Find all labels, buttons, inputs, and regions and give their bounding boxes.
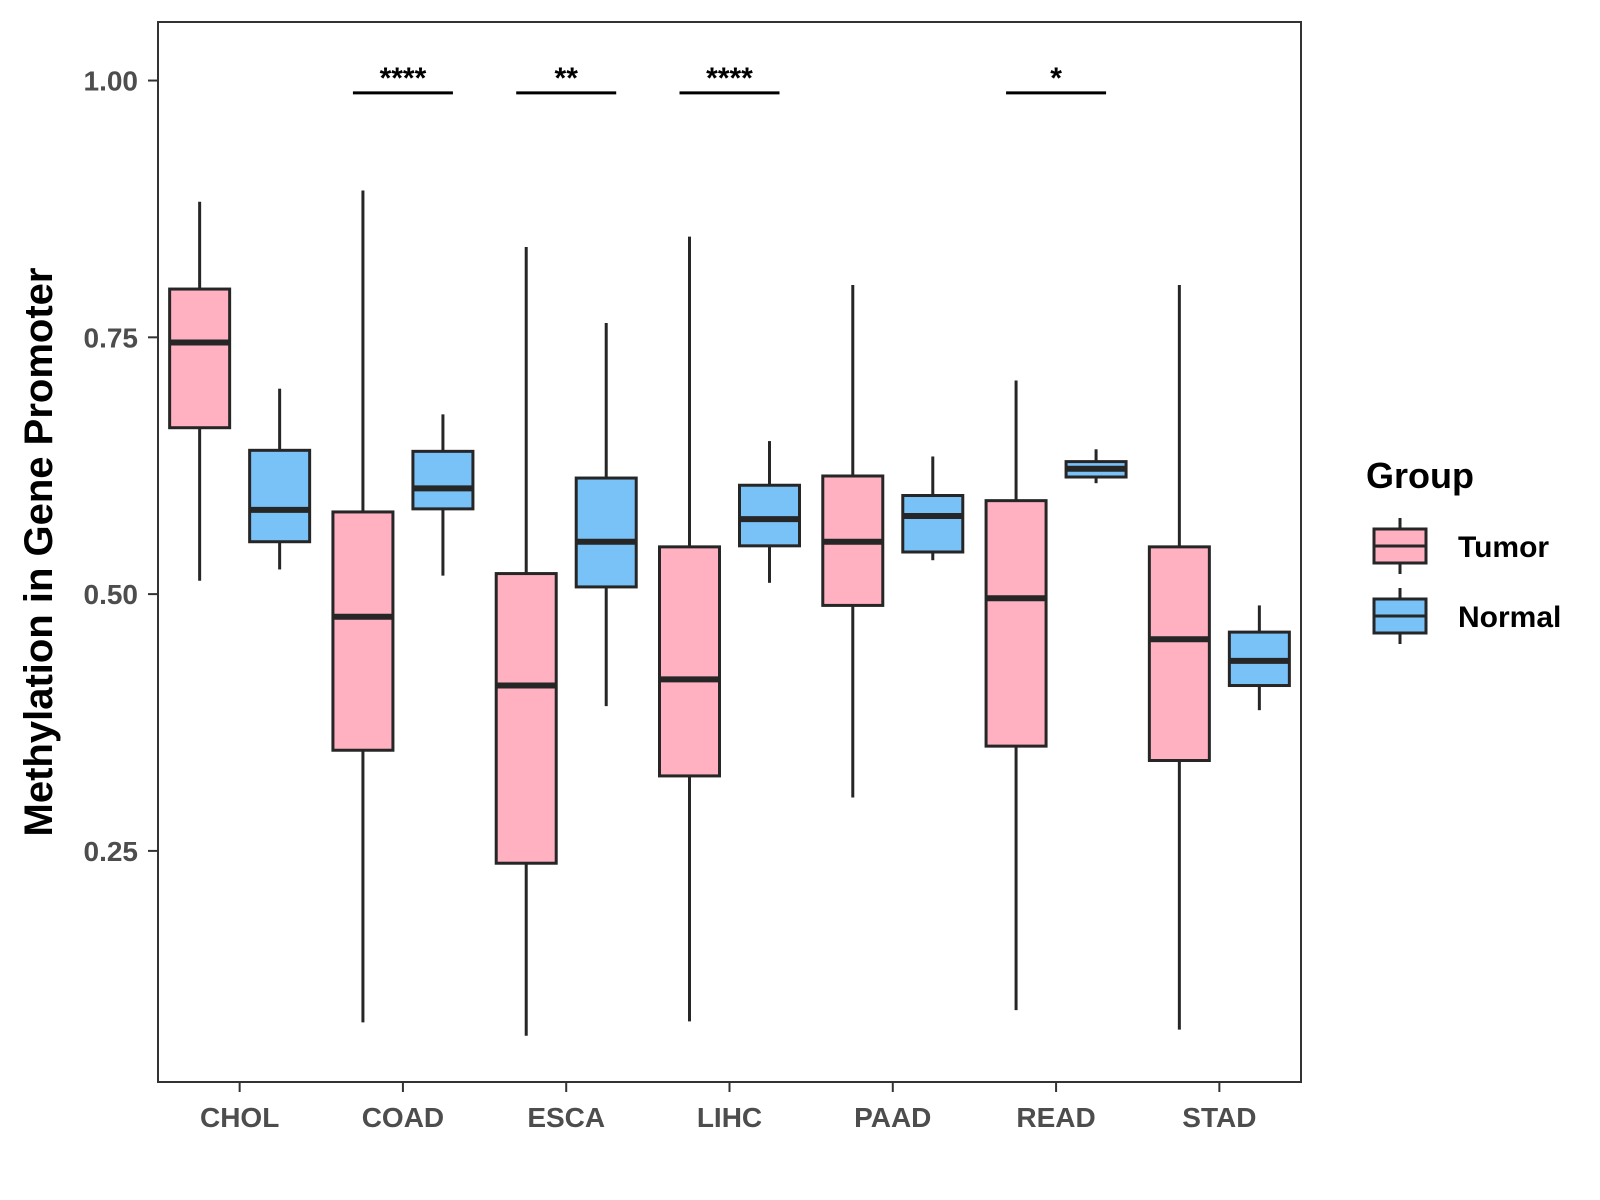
- plot-background: [158, 22, 1301, 1082]
- x-tick-label-paad: PAAD: [854, 1102, 931, 1133]
- y-tick-label-1.00: 1.00: [84, 66, 139, 97]
- y-axis-title: Methylation in Gene Promoter: [17, 268, 61, 837]
- box-tumor-paad: [821, 284, 885, 798]
- box-tumor-chol: [168, 201, 232, 581]
- x-tick-label-lihc: LIHC: [697, 1102, 762, 1133]
- significance-label-read: *: [1050, 62, 1062, 95]
- x-tick-label-stad: STAD: [1182, 1102, 1256, 1133]
- y-tick-label-0.50: 0.50: [84, 579, 139, 610]
- significance-layer: **** ** **** *: [352, 62, 1107, 95]
- box-normal-chol: [248, 388, 312, 570]
- box-normal-lihc: [738, 441, 801, 583]
- legend: Group Tumor Normal: [1366, 455, 1561, 644]
- x-tick-label-read: READ: [1016, 1102, 1095, 1133]
- box-tumor-esca: [494, 246, 558, 1036]
- legend-label-tumor: Tumor: [1458, 531, 1549, 564]
- box-tumor-coad: [331, 190, 395, 1023]
- box-body-normal-coad: [411, 449, 475, 511]
- box-normal-coad: [411, 414, 475, 576]
- significance-label-coad: ****: [380, 62, 427, 95]
- box-normal-stad: [1227, 605, 1291, 711]
- box-body-tumor-lihc: [658, 545, 721, 778]
- axes-layer: 0.25 0.50 0.75 1.00 CHOL COAD ESCA LIHC PAAD READ…: [84, 66, 1257, 1133]
- box-body-normal-lihc: [738, 483, 801, 548]
- box-body-tumor-stad: [1147, 545, 1211, 763]
- x-tick-label-esca: ESCA: [527, 1102, 605, 1133]
- box-normal-paad: [901, 456, 965, 561]
- legend-title: Group: [1366, 455, 1474, 496]
- boxes-layer: [168, 190, 1291, 1036]
- box-tumor-lihc: [658, 236, 721, 1022]
- box-body-tumor-chol: [168, 287, 232, 430]
- significance-label-esca: **: [555, 62, 579, 95]
- y-tick-label-0.75: 0.75: [84, 322, 139, 353]
- box-normal-read: [1064, 449, 1128, 484]
- y-tick-label-0.25: 0.25: [84, 836, 139, 867]
- x-tick-label-coad: COAD: [362, 1102, 444, 1133]
- box-tumor-read: [984, 380, 1048, 1011]
- legend-label-normal: Normal: [1458, 601, 1561, 634]
- legend-item-tumor: Tumor: [1372, 518, 1549, 574]
- box-body-normal-paad: [901, 494, 965, 554]
- box-body-normal-chol: [248, 448, 312, 544]
- box-body-tumor-read: [984, 499, 1048, 748]
- box-body-tumor-coad: [331, 510, 395, 752]
- significance-label-lihc: ****: [706, 62, 753, 95]
- box-tumor-stad: [1147, 284, 1211, 1030]
- legend-item-normal: Normal: [1372, 588, 1561, 644]
- box-normal-esca: [574, 322, 638, 707]
- box-body-normal-esca: [574, 476, 638, 589]
- x-tick-label-chol: CHOL: [200, 1102, 279, 1133]
- box-body-tumor-esca: [494, 572, 558, 865]
